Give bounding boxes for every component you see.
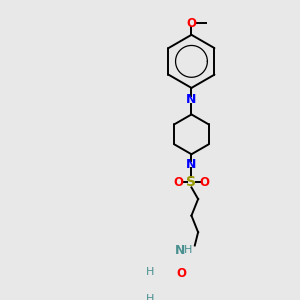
Text: O: O: [176, 267, 187, 280]
Text: O: O: [173, 176, 183, 189]
Text: H: H: [184, 245, 192, 256]
Text: O: O: [187, 17, 196, 30]
Text: H: H: [146, 267, 154, 277]
Text: N: N: [186, 158, 197, 171]
Text: S: S: [187, 176, 196, 190]
Text: N: N: [175, 244, 185, 257]
Text: N: N: [186, 93, 197, 106]
Text: O: O: [200, 176, 210, 189]
Text: H: H: [146, 294, 154, 300]
